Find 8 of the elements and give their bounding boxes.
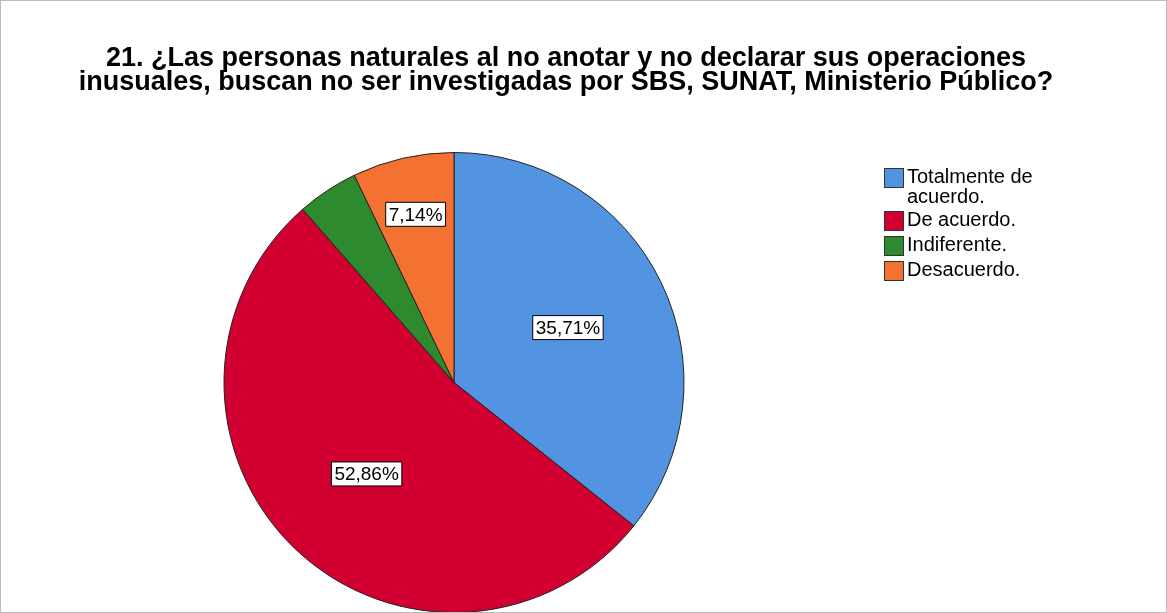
data-label: 7,14%	[388, 203, 443, 225]
data-label: 35,71%	[535, 316, 601, 338]
data-label: 52,86%	[334, 463, 399, 485]
legend-label: Desacuerdo.	[907, 258, 1022, 280]
legend-label: De acuerdo.	[907, 208, 1017, 230]
legend-label: Indiferente.	[907, 233, 1009, 255]
chart-title: 21. ¿Las personas naturales al no anotar y no declarar sus operaciones inusuales, buscan no ser investigadas por SBS, SUNAT, Ministerio Público?	[77, 42, 1055, 96]
legend-label: Totalmente de acuerdo.	[907, 165, 1034, 207]
